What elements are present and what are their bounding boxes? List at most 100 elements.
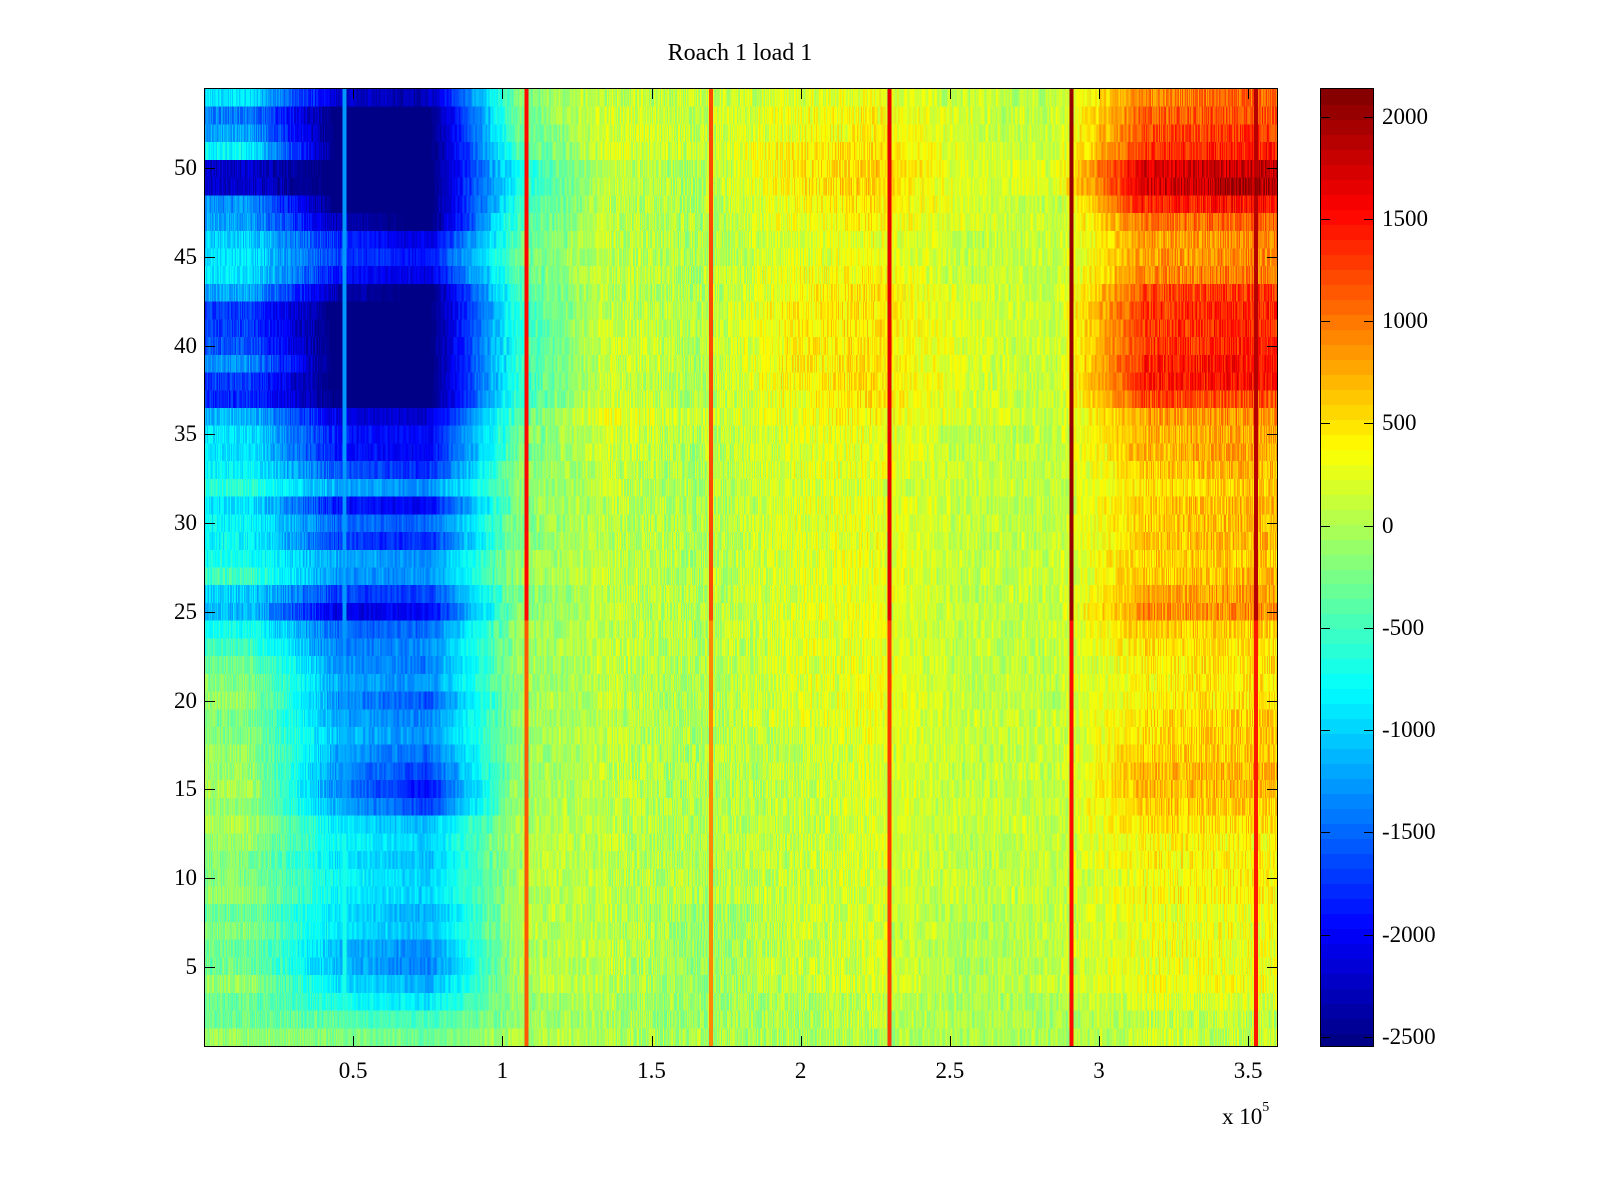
y-tick-mark [205,878,215,880]
y-tick-mark [205,967,215,969]
colorbar-level [1321,763,1373,780]
colorbar-level [1321,808,1373,825]
y-tick-label: 15 [174,776,197,802]
colorbar-level [1321,238,1373,255]
colorbar-level [1321,718,1373,735]
colorbar-level [1321,178,1373,195]
colorbar-level [1321,703,1373,720]
colorbar-level [1321,733,1373,750]
y-tick-mark [205,611,215,613]
colorbar-tick-left [1321,116,1330,118]
colorbar-tick-label: -2000 [1382,921,1436,947]
colorbar-level [1321,823,1373,840]
x-tick-mark [651,1036,653,1046]
colorbar-tick-left [1321,934,1330,936]
y-tick-mark-right [1267,789,1277,791]
colorbar-tick-left [1321,832,1330,834]
colorbar-level [1321,868,1373,885]
x-tick-mark-top [1248,89,1250,99]
colorbar-level [1321,103,1373,120]
y-tick-mark-right [1267,345,1277,347]
colorbar-level [1321,778,1373,795]
colorbar-level [1321,553,1373,570]
colorbar-tick-left [1321,525,1330,527]
colorbar-tick-right [1364,832,1373,834]
colorbar-level [1321,268,1373,285]
x-tick-mark-top [502,89,504,99]
colorbar-level [1321,583,1373,600]
x-tick-mark [502,1036,504,1046]
colorbar-tick-label: 2000 [1382,103,1428,129]
x-tick-label: 1 [496,1058,509,1083]
colorbar-level [1321,208,1373,225]
colorbar-level [1321,1003,1373,1020]
colorbar-tick-right [1364,1036,1373,1038]
colorbar-level [1321,448,1373,465]
x-tick-label: 3 [1093,1058,1105,1083]
colorbar-tick-left [1321,321,1330,323]
colorbar-level [1321,493,1373,510]
x-tick-mark-top [800,89,802,99]
x-tick-label: 1.5 [637,1058,666,1083]
colorbar-level [1321,883,1373,900]
colorbar-level [1321,373,1373,390]
colorbar-tick-left [1321,627,1330,629]
x-tick-label: 0.5 [338,1058,368,1083]
colorbar-tick-label: -500 [1382,614,1425,640]
colorbar-level [1321,163,1373,180]
colorbar-level [1321,89,1373,105]
x-tick-mark [1248,1036,1250,1046]
colorbar-level [1321,928,1373,945]
colorbar-level [1321,643,1373,660]
colorbar-tick-right [1364,730,1373,732]
colorbar [1320,88,1374,1047]
colorbar-level [1321,523,1373,540]
colorbar-level [1321,853,1373,870]
colorbar-level [1321,688,1373,705]
colorbar-level [1321,463,1373,480]
y-tick-mark-right [1267,967,1277,969]
colorbar-tick-left [1321,730,1330,732]
colorbar-tick-right [1364,525,1373,527]
colorbar-level [1321,193,1373,210]
colorbar-level [1321,673,1373,690]
colorbar-tick-label: 500 [1382,410,1417,436]
y-tick-mark-right [1267,611,1277,613]
colorbar-level [1321,973,1373,990]
colorbar-level [1321,988,1373,1005]
colorbar-tick-label: -1000 [1382,717,1436,743]
colorbar-level [1321,433,1373,450]
y-tick-mark-right [1267,700,1277,702]
y-tick-mark-right [1267,434,1277,436]
y-tick-mark [205,523,215,525]
x-tick-label: 3.5 [1233,1058,1263,1083]
colorbar-level [1321,313,1373,330]
colorbar-tick-right [1364,423,1373,425]
colorbar-level [1321,628,1373,645]
colorbar-tick-right [1364,218,1373,220]
x-multiplier-text: x 10 [1222,1104,1263,1129]
colorbar-level [1321,598,1373,615]
colorbar-tick-right [1364,934,1373,936]
colorbar-level [1321,538,1373,555]
y-tick-mark-right [1267,878,1277,880]
colorbar-level [1321,658,1373,675]
x-tick-mark-top [949,89,951,99]
colorbar-tick-right [1364,321,1373,323]
x-tick-mark-top [353,89,355,99]
colorbar-level [1321,1018,1373,1035]
y-tick-label: 30 [174,510,197,536]
x-tick-label: 2.5 [935,1058,965,1083]
colorbar-level [1321,403,1373,420]
colorbar-tick-right [1364,116,1373,118]
colorbar-level [1321,1033,1373,1046]
y-tick-mark-right [1267,256,1277,258]
colorbar-level [1321,133,1373,150]
x-multiplier-exponent: 5 [1262,1100,1270,1116]
plot-area [204,88,1278,1047]
x-tick-mark-top [651,89,653,99]
colorbar-level [1321,118,1373,135]
y-tick-mark-right [1267,167,1277,169]
x-axis-multiplier: x 105 [1222,1100,1269,1130]
x-tick-mark [800,1036,802,1046]
